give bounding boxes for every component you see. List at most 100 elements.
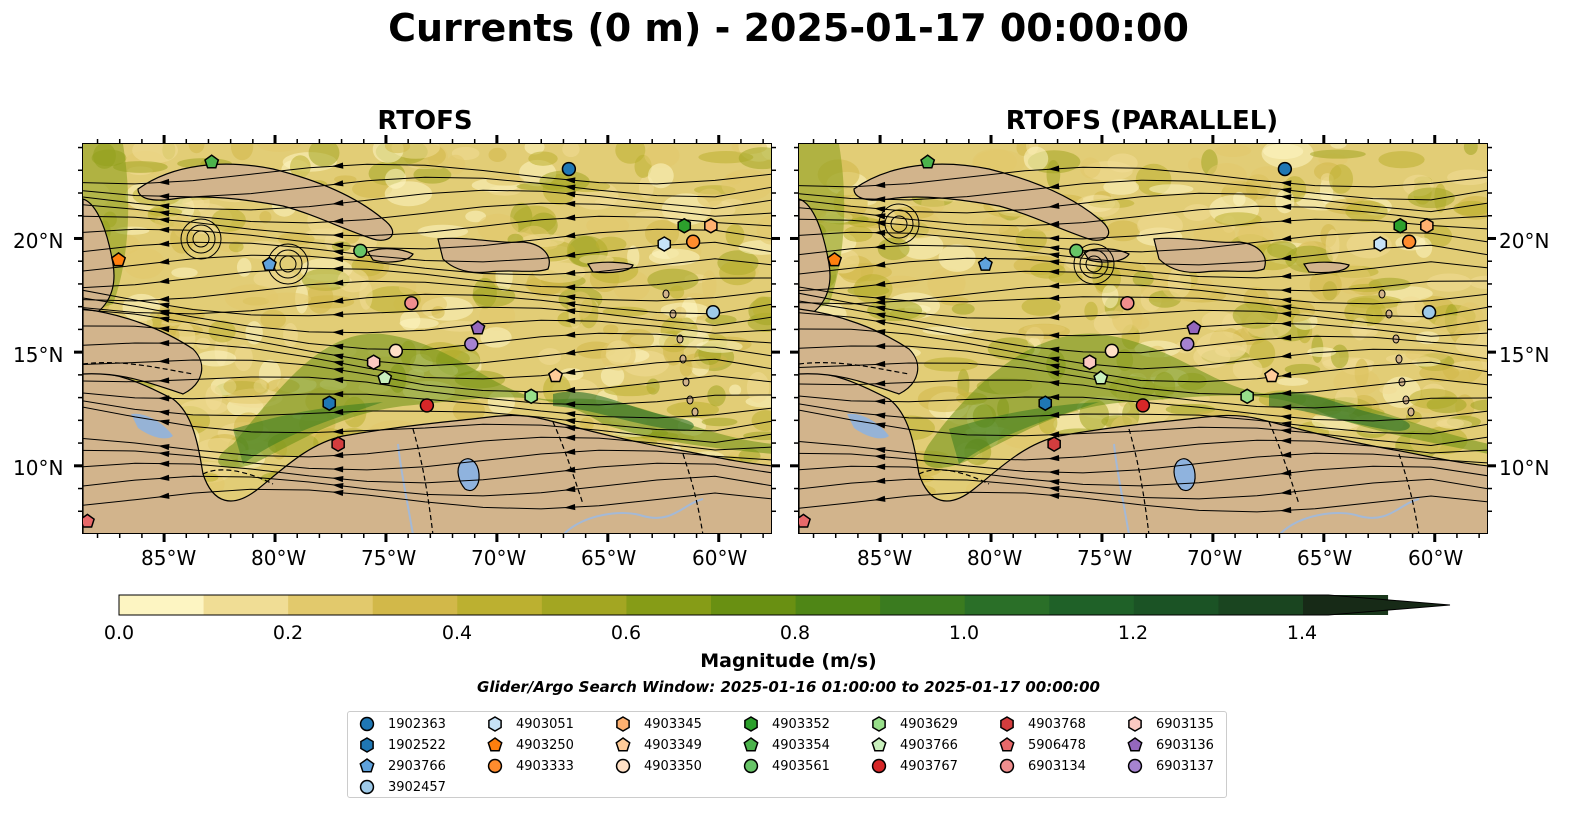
legend-marker-icon (487, 758, 503, 774)
float-6903136 (470, 320, 486, 335)
streamline-arrow (1280, 404, 1292, 411)
legend-item: 4903768 (998, 714, 1086, 734)
eddy-streamline (890, 215, 908, 233)
country-border (83, 362, 194, 375)
legend-marker-icon (871, 758, 887, 774)
map-panel-rtofs-parallel[interactable] (798, 143, 1488, 534)
streamline-arrow (564, 466, 576, 473)
lon-label: 70°W (471, 546, 527, 570)
island (682, 377, 690, 387)
land-polygon (799, 308, 919, 395)
colorbar-segment (880, 595, 966, 615)
float-4903051 (657, 236, 672, 252)
streamline (799, 491, 1487, 513)
streamline-arrow (1280, 180, 1292, 187)
marker-pentagon (871, 737, 887, 752)
lake-nicaragua (131, 413, 173, 439)
streamline-arrow (874, 398, 886, 405)
streamline (83, 254, 771, 276)
legend-label: 4903345 (644, 716, 702, 732)
streamline (83, 297, 771, 334)
lat-label: 10°N (1499, 456, 1550, 480)
island (1378, 289, 1386, 299)
float-4903561 (353, 243, 368, 259)
colorbar-segment (1218, 595, 1304, 615)
streamline-arrow (1048, 411, 1060, 419)
float-4903350 (388, 343, 404, 359)
streamline (83, 241, 771, 263)
island (676, 334, 684, 344)
colorbar-segment (711, 595, 797, 615)
streamlines (799, 165, 1487, 514)
lon-label: 80°W (967, 546, 1023, 570)
streamline-arrow (1048, 394, 1060, 401)
streamline-arrow (564, 349, 576, 356)
land-polygon (853, 163, 1110, 241)
lat-label: 15°N (13, 343, 64, 367)
marker-pentagon (359, 758, 375, 773)
country-border (1128, 428, 1150, 533)
streamline-arrow (1280, 428, 1292, 435)
streamline (83, 462, 771, 484)
float-4903767 (1135, 398, 1151, 413)
streamline-arrow (1280, 421, 1292, 428)
streamline-arrow (564, 191, 576, 198)
streamline (799, 345, 1487, 383)
streamline-arrow (1048, 469, 1060, 476)
streamline-arrow (332, 360, 344, 367)
lat-label: 20°N (1499, 229, 1550, 253)
streamline-arrow (1280, 414, 1292, 421)
lon-label: 85°W (857, 546, 913, 570)
streamline-arrow (564, 434, 576, 441)
legend-marker-icon (743, 737, 759, 752)
streamline-arrow (874, 329, 886, 336)
streamline-arrow (1048, 346, 1060, 353)
panel-title-rtofs: RTOFS (377, 106, 473, 136)
lat-label: 15°N (1499, 343, 1550, 367)
streamline-arrow (158, 277, 170, 285)
streamline-arrow (874, 477, 886, 484)
streamline-arrow (158, 210, 170, 217)
panel-title-rtofs-parallel: RTOFS (PARALLEL) (1005, 106, 1279, 136)
streamline (83, 215, 771, 237)
streamline-arrow (874, 453, 886, 461)
streamline-arrow (874, 220, 886, 227)
streamline-arrow (564, 177, 576, 184)
streamline-arrow (564, 425, 576, 432)
streamline (799, 257, 1487, 279)
streamline-arrow (874, 360, 886, 368)
streamline-arrow (332, 242, 344, 249)
land-polygon (83, 372, 771, 533)
streamline-arrow (874, 196, 886, 203)
legend-label: 4903352 (772, 716, 830, 732)
streamline-arrow (1048, 370, 1060, 377)
float-4903349 (1264, 367, 1280, 383)
legend-item: 1902522 (358, 735, 446, 755)
land-polygon (1303, 261, 1350, 274)
float-4903250 (826, 251, 843, 267)
streamline-arrow (1048, 455, 1060, 462)
float-4903561 (1069, 243, 1084, 259)
streamline-arrow (564, 486, 576, 493)
streamline-arrow (1280, 217, 1292, 224)
streamline (799, 286, 1487, 318)
legend-label: 3902457 (388, 779, 446, 795)
legend-marker-icon (1127, 758, 1143, 774)
legend-item: 4903354 (742, 735, 830, 755)
streamline-arrow (1048, 259, 1060, 266)
streamline (83, 163, 771, 185)
streamline (799, 403, 1487, 435)
streamline (799, 312, 1487, 354)
streamline-arrow (1048, 485, 1060, 493)
river (563, 498, 704, 533)
map-panel-rtofs[interactable] (82, 143, 772, 534)
float-2903766 (261, 256, 277, 271)
streamline-arrow (158, 203, 170, 210)
lat-label: 10°N (13, 456, 64, 480)
streamline-arrow (874, 412, 886, 419)
streamline-arrow (1048, 235, 1060, 242)
colorbar-tick: 0.8 (779, 622, 811, 644)
streamline-arrow (332, 343, 344, 350)
streamline-arrow (158, 443, 170, 451)
legend-marker-icon (487, 737, 503, 752)
